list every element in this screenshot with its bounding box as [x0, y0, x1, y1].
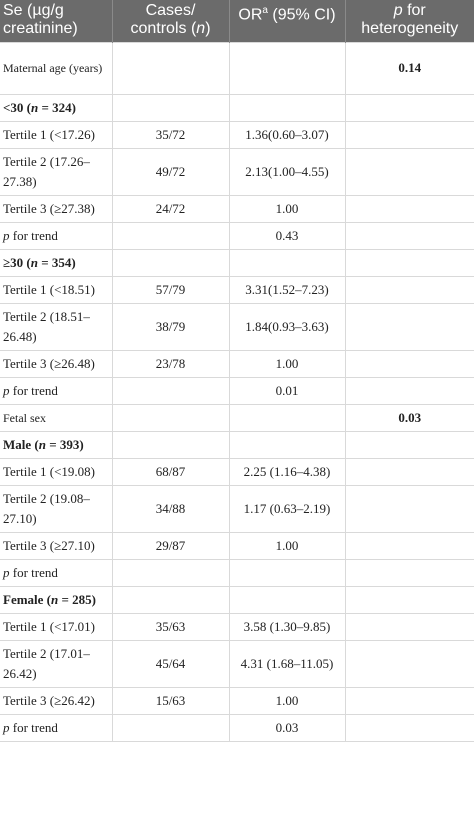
- table-row: Tertile 1 (<17.26) 35/72 1.36(0.60–3.07): [0, 120, 474, 149]
- header-or: ORa (95% CI): [228, 0, 345, 42]
- group-label: Female (n = 285): [0, 585, 113, 614]
- or-cell: 1.00: [228, 686, 346, 715]
- table-row: p for trend: [0, 558, 474, 587]
- table-row: Maternal age (years) 0.14: [0, 41, 474, 95]
- table-row: Tertile 3 (≥26.48) 23/78 1.00: [0, 349, 474, 378]
- cases-cell: 35/72: [111, 120, 230, 149]
- table-row: Male (n = 393): [0, 430, 474, 459]
- trend-value: 0.03: [228, 713, 346, 742]
- table-row: p for trend 0.01: [0, 376, 474, 405]
- cases-cell: 38/79: [111, 302, 230, 351]
- row-label: Tertile 3 (≥27.38): [0, 194, 113, 223]
- table-row: Tertile 2 (19.08–27.10) 34/88 1.17 (0.63…: [0, 484, 474, 533]
- cases-cell: 23/78: [111, 349, 230, 378]
- row-label: Tertile 1 (<17.26): [0, 120, 113, 149]
- table-row: <30 (n = 324): [0, 93, 474, 122]
- or-cell: 1.00: [228, 531, 346, 560]
- or-cell: 1.17 (0.63–2.19): [228, 484, 346, 533]
- cases-cell: 24/72: [111, 194, 230, 223]
- or-cell: 2.13(1.00–4.55): [228, 147, 346, 196]
- group-label: ≥30 (n = 354): [0, 248, 113, 277]
- table-row: Fetal sex 0.03: [0, 403, 474, 432]
- row-label: Tertile 1 (<19.08): [0, 457, 113, 486]
- table-row: Female (n = 285): [0, 585, 474, 614]
- or-cell: 4.31 (1.68–11.05): [228, 639, 346, 688]
- cases-cell: 68/87: [111, 457, 230, 486]
- row-label: Tertile 3 (≥27.10): [0, 531, 113, 560]
- cases-cell: 35/63: [111, 612, 230, 641]
- trend-value: 0.43: [228, 221, 346, 250]
- or-cell: 2.25 (1.16–4.38): [228, 457, 346, 486]
- table-row: ≥30 (n = 354): [0, 248, 474, 277]
- table-row: Tertile 3 (≥27.38) 24/72 1.00: [0, 194, 474, 223]
- table-row: Tertile 2 (17.26–27.38) 49/72 2.13(1.00–…: [0, 147, 474, 196]
- row-label: Tertile 1 (<18.51): [0, 275, 113, 304]
- or-cell: 1.00: [228, 194, 346, 223]
- row-label: Tertile 2 (17.01–26.42): [0, 639, 113, 688]
- cases-cell: 29/87: [111, 531, 230, 560]
- trend-label: p for trend: [0, 221, 113, 250]
- results-table: Se (µg/g creatinine) Cases/ controls (n)…: [0, 0, 474, 742]
- cases-cell: [111, 41, 230, 95]
- table-row: Tertile 3 (≥27.10) 29/87 1.00: [0, 531, 474, 560]
- row-label: Tertile 1 (<17.01): [0, 612, 113, 641]
- group-label: <30 (n = 324): [0, 93, 113, 122]
- trend-label: p for trend: [0, 376, 113, 405]
- group-label: Male (n = 393): [0, 430, 113, 459]
- row-label: Tertile 2 (19.08–27.10): [0, 484, 113, 533]
- table-row: Tertile 2 (18.51–26.48) 38/79 1.84(0.93–…: [0, 302, 474, 351]
- trend-label: p for trend: [0, 713, 113, 742]
- table-row: p for trend 0.03: [0, 713, 474, 742]
- trend-value: [228, 558, 346, 587]
- row-label: Tertile 2 (18.51–26.48): [0, 302, 113, 351]
- table-row: Tertile 1 (<17.01) 35/63 3.58 (1.30–9.85…: [0, 612, 474, 641]
- or-cell: 1.36(0.60–3.07): [228, 120, 346, 149]
- header-se: Se (µg/g creatinine): [3, 2, 78, 37]
- row-label: Fetal sex: [0, 403, 113, 432]
- table-row: Tertile 3 (≥26.42) 15/63 1.00: [0, 686, 474, 715]
- cases-cell: 34/88: [111, 484, 230, 533]
- trend-label: p for trend: [0, 558, 113, 587]
- or-cell: 1.00: [228, 349, 346, 378]
- or-cell: 1.84(0.93–3.63): [228, 302, 346, 351]
- or-cell: 3.58 (1.30–9.85): [228, 612, 346, 641]
- table-row: Tertile 1 (<18.51) 57/79 3.31(1.52–7.23): [0, 275, 474, 304]
- cases-cell: 57/79: [111, 275, 230, 304]
- cases-cell: 49/72: [111, 147, 230, 196]
- row-label: Tertile 3 (≥26.42): [0, 686, 113, 715]
- table-row: Tertile 1 (<19.08) 68/87 2.25 (1.16–4.38…: [0, 457, 474, 486]
- header-p-heterogeneity: p for heterogeneity: [344, 0, 474, 42]
- row-label: Maternal age (years): [0, 41, 113, 95]
- or-cell: [228, 41, 346, 95]
- table-header: Se (µg/g creatinine) Cases/ controls (n)…: [0, 0, 474, 42]
- row-label: Tertile 3 (≥26.48): [0, 349, 113, 378]
- header-cases-controls: Cases/ controls (n): [111, 0, 229, 42]
- cases-cell: 15/63: [111, 686, 230, 715]
- table-row: p for trend 0.43: [0, 221, 474, 250]
- or-cell: 3.31(1.52–7.23): [228, 275, 346, 304]
- row-label: Tertile 2 (17.26–27.38): [0, 147, 113, 196]
- table-row: Tertile 2 (17.01–26.42) 45/64 4.31 (1.68…: [0, 639, 474, 688]
- heterogeneity-value: 0.14: [344, 41, 474, 95]
- trend-value: 0.01: [228, 376, 346, 405]
- heterogeneity-value: 0.03: [344, 403, 474, 432]
- cases-cell: 45/64: [111, 639, 230, 688]
